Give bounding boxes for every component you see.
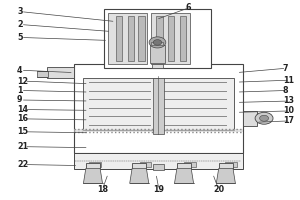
Bar [153,164,164,170]
Bar [150,45,165,63]
Text: 12: 12 [17,77,28,86]
Text: 15: 15 [17,127,28,136]
Bar [132,163,146,169]
Bar [47,67,74,78]
Bar [153,78,164,134]
Text: 19: 19 [154,185,164,194]
Bar [74,64,243,153]
Bar [104,9,211,68]
Bar [152,64,163,68]
Bar [74,153,243,169]
Text: 6: 6 [186,3,191,12]
Polygon shape [83,169,103,183]
Text: 18: 18 [97,185,108,194]
Bar [108,13,147,64]
Text: 22: 22 [17,160,28,169]
Text: 13: 13 [283,96,294,105]
Text: 21: 21 [17,142,28,151]
Circle shape [260,115,268,121]
Circle shape [153,40,162,45]
Bar [83,78,234,130]
Bar [86,163,100,169]
Bar [140,162,152,167]
Bar [138,16,145,61]
Text: 11: 11 [283,76,294,85]
Text: 14: 14 [17,105,28,114]
Text: 7: 7 [283,64,288,73]
Polygon shape [216,169,236,183]
Bar [152,13,190,64]
Bar [225,162,237,167]
Bar [156,16,163,61]
Text: 9: 9 [17,95,22,104]
Text: 8: 8 [283,86,289,95]
Text: 3: 3 [17,7,22,16]
Bar [243,111,257,126]
Bar [37,71,48,77]
Bar [128,16,134,61]
Text: 16: 16 [17,114,28,123]
Text: 20: 20 [213,185,224,194]
Bar [74,129,243,132]
Text: 17: 17 [283,116,294,125]
Bar [184,162,196,167]
Circle shape [255,112,273,124]
Text: 10: 10 [283,106,294,115]
Bar [168,16,175,61]
Bar [180,16,186,61]
Bar [177,163,191,169]
Bar [152,42,164,45]
Polygon shape [130,169,149,183]
Text: 5: 5 [17,33,22,42]
Text: 1: 1 [17,86,22,95]
Polygon shape [175,169,194,183]
Text: 4: 4 [17,66,22,75]
Bar [219,163,233,169]
Text: 2: 2 [17,20,23,29]
Circle shape [149,37,166,48]
Bar [116,16,122,61]
Bar [89,162,101,167]
